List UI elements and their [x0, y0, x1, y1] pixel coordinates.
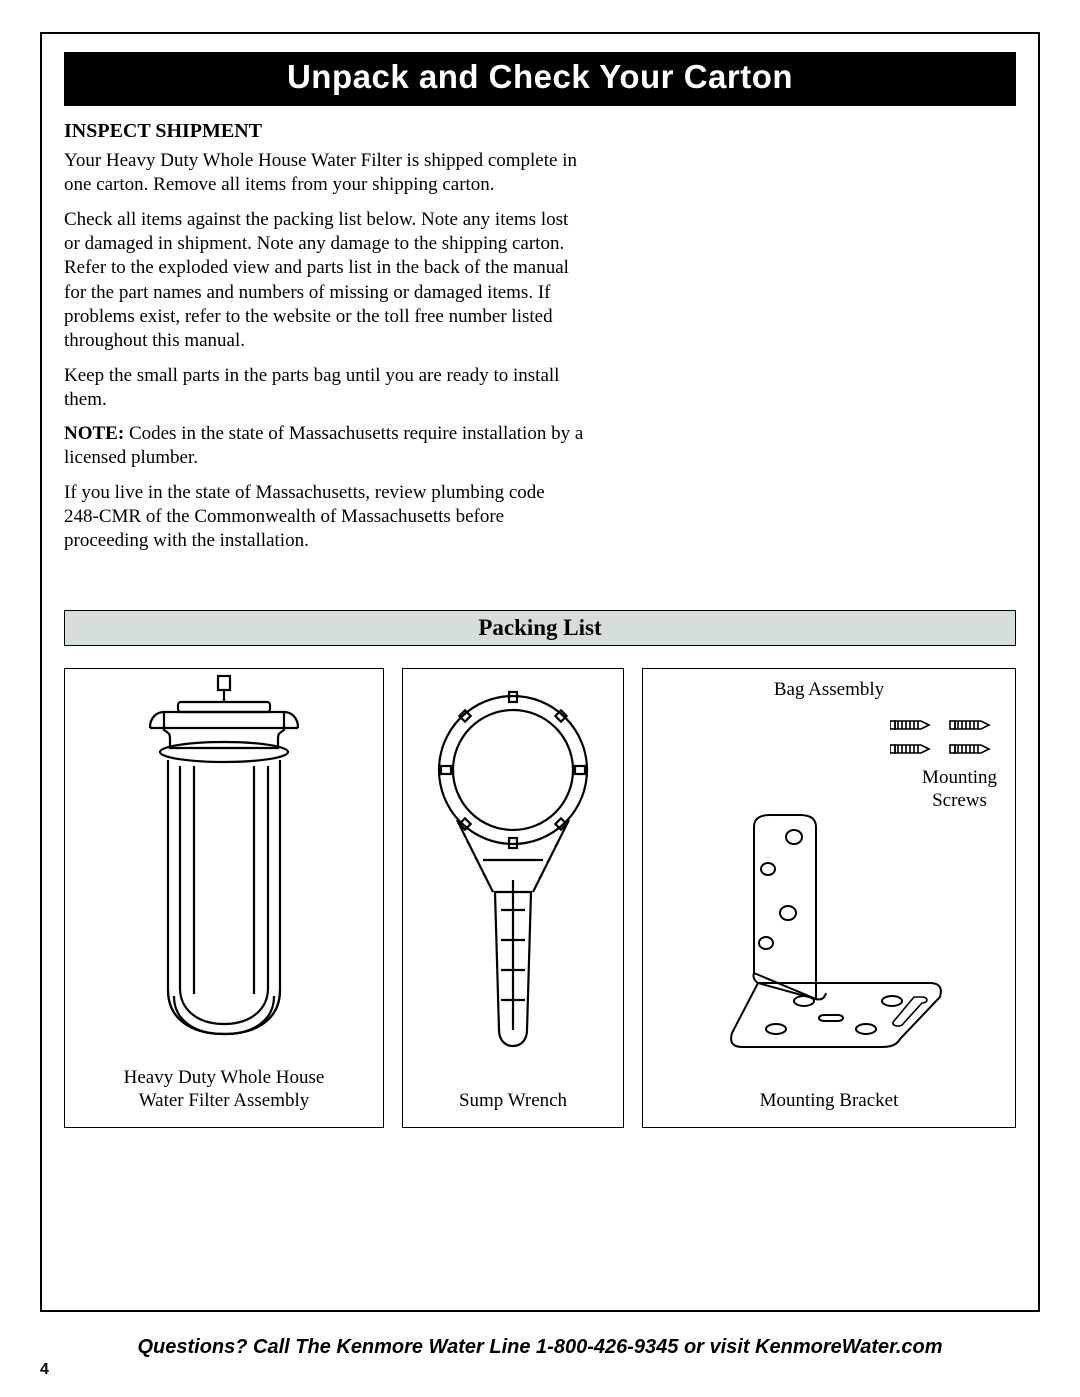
body-text: Your Heavy Duty Whole House Water Filter… — [64, 149, 584, 554]
bracket-caption: Mounting Bracket — [754, 1072, 905, 1127]
box-filter: Heavy Duty Whole House Water Filter Asse… — [64, 668, 384, 1128]
box-bracket: Bag Assembly — [642, 668, 1016, 1128]
mounting-screws-label: Mounting Screws — [922, 767, 997, 813]
paragraph-5: If you live in the state of Massachusett… — [64, 481, 584, 554]
note-label: NOTE: — [64, 423, 124, 444]
filter-illustration — [65, 669, 383, 1049]
paragraph-1: Your Heavy Duty Whole House Water Filter… — [64, 149, 584, 198]
packing-boxes: Heavy Duty Whole House Water Filter Asse… — [64, 668, 1016, 1128]
title-bar: Unpack and Check Your Carton — [64, 52, 1016, 106]
bracket-illustration — [643, 813, 1015, 1072]
paragraph-2: Check all items against the packing list… — [64, 208, 584, 354]
wrench-illustration — [403, 669, 623, 1072]
page-number: 4 — [40, 1361, 49, 1379]
paragraph-3: Keep the small parts in the parts bag un… — [64, 364, 584, 413]
footer-help-line: Questions? Call The Kenmore Water Line 1… — [40, 1336, 1040, 1359]
box-wrench: Sump Wrench — [402, 668, 624, 1128]
packing-list-heading: Packing List — [64, 610, 1016, 646]
mounting-bracket-icon — [694, 813, 964, 1053]
wrench-caption: Sump Wrench — [453, 1072, 573, 1127]
note-text: Codes in the state of Massachusetts requ… — [64, 423, 583, 468]
page-frame: Unpack and Check Your Carton INSPECT SHI… — [40, 32, 1040, 1312]
water-filter-icon — [124, 674, 324, 1044]
bag-assembly-label: Bag Assembly — [643, 679, 1015, 702]
sump-wrench-icon — [433, 680, 593, 1060]
filter-caption: Heavy Duty Whole House Water Filter Asse… — [118, 1049, 331, 1127]
screws-icon — [890, 711, 1000, 761]
paragraph-note: NOTE: Codes in the state of Massachusett… — [64, 422, 584, 471]
inspect-shipment-heading: INSPECT SHIPMENT — [64, 120, 1016, 143]
